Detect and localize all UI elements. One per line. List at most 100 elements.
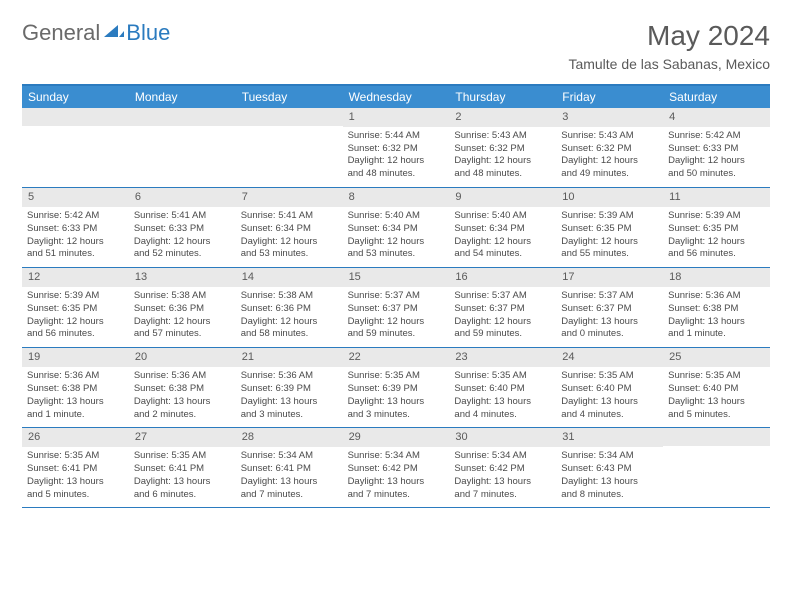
day-day2: and 5 minutes. <box>668 409 765 422</box>
day-number: 19 <box>22 348 129 367</box>
day-sunrise: Sunrise: 5:37 AM <box>348 290 445 303</box>
day-sunrise: Sunrise: 5:34 AM <box>454 450 551 463</box>
header-right: May 2024 Tamulte de las Sabanas, Mexico <box>568 20 770 78</box>
day-day2: and 5 minutes. <box>27 489 124 502</box>
day-day1: Daylight: 12 hours <box>134 316 231 329</box>
day-sunrise: Sunrise: 5:40 AM <box>454 210 551 223</box>
day-sunset: Sunset: 6:33 PM <box>27 223 124 236</box>
day-sunset: Sunset: 6:37 PM <box>561 303 658 316</box>
day-content: Sunrise: 5:34 AMSunset: 6:41 PMDaylight:… <box>236 447 343 507</box>
week-row: 26Sunrise: 5:35 AMSunset: 6:41 PMDayligh… <box>22 428 770 508</box>
day-content: Sunrise: 5:43 AMSunset: 6:32 PMDaylight:… <box>449 127 556 187</box>
day-day1: Daylight: 12 hours <box>27 236 124 249</box>
day-day1: Daylight: 12 hours <box>668 155 765 168</box>
day-content: Sunrise: 5:39 AMSunset: 6:35 PMDaylight:… <box>22 287 129 347</box>
day-sunrise: Sunrise: 5:36 AM <box>134 370 231 383</box>
logo-triangle-icon <box>104 23 124 37</box>
day-sunset: Sunset: 6:36 PM <box>241 303 338 316</box>
week-row: 5Sunrise: 5:42 AMSunset: 6:33 PMDaylight… <box>22 188 770 268</box>
day-number: 30 <box>449 428 556 447</box>
day-content: Sunrise: 5:35 AMSunset: 6:41 PMDaylight:… <box>22 447 129 507</box>
day-day2: and 50 minutes. <box>668 168 765 181</box>
day-sunrise: Sunrise: 5:36 AM <box>241 370 338 383</box>
calendar: SundayMondayTuesdayWednesdayThursdayFrid… <box>22 84 770 508</box>
day-cell: 21Sunrise: 5:36 AMSunset: 6:39 PMDayligh… <box>236 348 343 427</box>
week-row: 1 Sunrise: 5:44 AMSunset: 6:32 PM Daylight… <box>22 108 770 188</box>
day-cell: 31Sunrise: 5:34 AMSunset: 6:43 PMDayligh… <box>556 428 663 507</box>
day-cell: 30Sunrise: 5:34 AMSunset: 6:42 PMDayligh… <box>449 428 556 507</box>
day-day2: and 2 minutes. <box>134 409 231 422</box>
day-sunset: Sunset: 6:33 PM <box>134 223 231 236</box>
day-content: Sunrise: 5:34 AMSunset: 6:42 PMDaylight:… <box>449 447 556 507</box>
day-sunrise: Sunrise: 5:39 AM <box>27 290 124 303</box>
day-sunset: Sunset: 6:36 PM <box>134 303 231 316</box>
day-sunrise: Sunrise: 5:42 AM <box>27 210 124 223</box>
day-day1: Daylight: 12 hours <box>561 155 658 168</box>
day-day2: and 54 minutes. <box>454 248 551 261</box>
day-sunrise: Sunrise: 5:35 AM <box>27 450 124 463</box>
day-cell: 27Sunrise: 5:35 AMSunset: 6:41 PMDayligh… <box>129 428 236 507</box>
day-number: 22 <box>343 348 450 367</box>
day-cell: 6Sunrise: 5:41 AMSunset: 6:33 PMDaylight… <box>129 188 236 267</box>
day-sunrise: Sunrise: 5:36 AM <box>668 290 765 303</box>
day-cell <box>129 108 236 187</box>
day-day1: Daylight: 12 hours <box>241 316 338 329</box>
day-cell: 2Sunrise: 5:43 AMSunset: 6:32 PMDaylight… <box>449 108 556 187</box>
day-cell: 23Sunrise: 5:35 AMSunset: 6:40 PMDayligh… <box>449 348 556 427</box>
day-header-friday: Friday <box>556 86 663 108</box>
day-number: 2 <box>449 108 556 127</box>
day-number: 14 <box>236 268 343 287</box>
day-number: 6 <box>129 188 236 207</box>
day-sunrise: Sunrise: 5:34 AM <box>241 450 338 463</box>
day-header-thursday: Thursday <box>449 86 556 108</box>
day-content: Sunrise: 5:34 AMSunset: 6:42 PMDaylight:… <box>343 447 450 507</box>
day-content: Sunrise: 5:40 AMSunset: 6:34 PMDaylight:… <box>343 207 450 267</box>
day-cell: 9Sunrise: 5:40 AMSunset: 6:34 PMDaylight… <box>449 188 556 267</box>
day-sunrise: Sunrise: 5:38 AM <box>241 290 338 303</box>
day-day1: Daylight: 13 hours <box>668 316 765 329</box>
day-cell: 10Sunrise: 5:39 AMSunset: 6:35 PMDayligh… <box>556 188 663 267</box>
day-content: Sunrise: 5:36 AMSunset: 6:38 PMDaylight:… <box>129 367 236 427</box>
day-cell: 4Sunrise: 5:42 AMSunset: 6:33 PMDaylight… <box>663 108 770 187</box>
day-day1: Daylight: 13 hours <box>134 476 231 489</box>
day-day2: and 55 minutes. <box>561 248 658 261</box>
day-content: Sunrise: 5:35 AMSunset: 6:40 PMDaylight:… <box>556 367 663 427</box>
day-content: Sunrise: 5:36 AMSunset: 6:39 PMDaylight:… <box>236 367 343 427</box>
day-number: 9 <box>449 188 556 207</box>
days-header-row: SundayMondayTuesdayWednesdayThursdayFrid… <box>22 86 770 108</box>
day-number: 1 <box>343 108 450 127</box>
day-sunset: Sunset: 6:42 PM <box>454 463 551 476</box>
day-day1: Daylight: 12 hours <box>454 316 551 329</box>
logo: General Blue <box>22 20 170 46</box>
day-day2: and 4 minutes. <box>561 409 658 422</box>
day-cell: 16Sunrise: 5:37 AMSunset: 6:37 PMDayligh… <box>449 268 556 347</box>
day-day1: Daylight: 12 hours <box>668 236 765 249</box>
day-sunset: Sunset: 6:43 PM <box>561 463 658 476</box>
day-number: 21 <box>236 348 343 367</box>
day-cell: 24Sunrise: 5:35 AMSunset: 6:40 PMDayligh… <box>556 348 663 427</box>
day-sunset: Sunset: 6:42 PM <box>348 463 445 476</box>
day-sunset: Sunset: 6:34 PM <box>454 223 551 236</box>
day-day2: and 49 minutes. <box>561 168 658 181</box>
day-header-monday: Monday <box>129 86 236 108</box>
day-day2: and 56 minutes. <box>668 248 765 261</box>
day-sunset: Sunset: 6:38 PM <box>668 303 765 316</box>
day-content: Sunrise: 5:40 AMSunset: 6:34 PMDaylight:… <box>449 207 556 267</box>
day-number: 29 <box>343 428 450 447</box>
day-day2: and 51 minutes. <box>27 248 124 261</box>
empty-day-number <box>22 108 129 126</box>
day-sunset: Sunset: 6:32 PM <box>348 143 445 156</box>
day-cell: 13Sunrise: 5:38 AMSunset: 6:36 PMDayligh… <box>129 268 236 347</box>
day-day1: Daylight: 13 hours <box>561 316 658 329</box>
day-number: 24 <box>556 348 663 367</box>
day-header-wednesday: Wednesday <box>343 86 450 108</box>
day-day1: Daylight: 13 hours <box>348 396 445 409</box>
day-day1: Daylight: 13 hours <box>241 396 338 409</box>
day-sunrise: Sunrise: 5:38 AM <box>134 290 231 303</box>
empty-day-number <box>129 108 236 126</box>
day-sunrise: Sunrise: 5:44 AM <box>348 130 445 143</box>
day-day2: and 6 minutes. <box>134 489 231 502</box>
day-number: 26 <box>22 428 129 447</box>
location: Tamulte de las Sabanas, Mexico <box>568 56 770 72</box>
day-header-sunday: Sunday <box>22 86 129 108</box>
